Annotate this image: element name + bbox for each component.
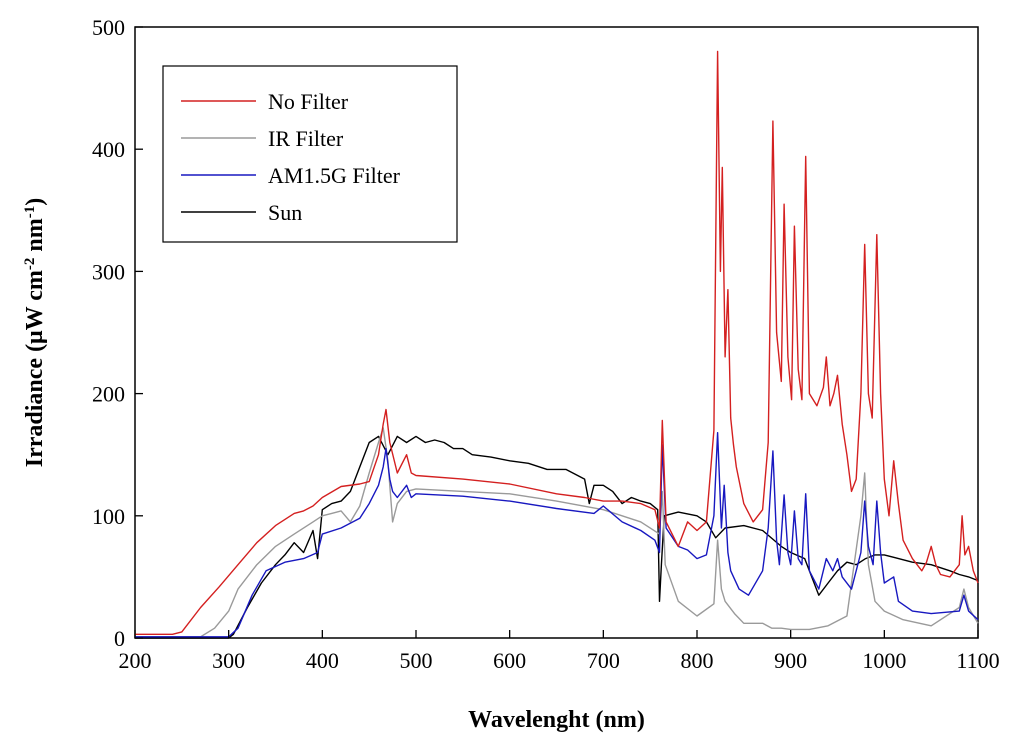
- x-tick-label-0: 200: [119, 648, 152, 673]
- y-tick-label-4: 400: [92, 137, 125, 162]
- legend-box: [162, 65, 458, 243]
- plot-area: [134, 26, 979, 639]
- series-line-am1-5g-filter: [135, 432, 979, 638]
- y-axis-title: Irradiance (μW cm-2 nm-1): [22, 198, 48, 467]
- x-tick-label-5: 700: [587, 648, 620, 673]
- y-title-part-5: -1: [22, 206, 38, 219]
- y-title-part-1: μ: [22, 330, 48, 344]
- series-layer: [135, 50, 979, 639]
- x-tick-label-8: 1000: [862, 648, 906, 673]
- y-tick-label-2: 200: [92, 382, 125, 407]
- x-tick-label-1: 300: [212, 648, 245, 673]
- series-line-no-filter: [135, 50, 979, 635]
- x-tick-label-4: 600: [493, 648, 526, 673]
- y-tick-label-5: 500: [92, 15, 125, 40]
- legend-label-1: IR Filter: [268, 126, 344, 151]
- series-line-sun: [135, 435, 979, 639]
- axis-ticks: 200 300 400 500 600 700 800 900 1000 1100 0 100 200 3…: [92, 15, 1000, 673]
- series-line-ir-filter: [135, 427, 979, 638]
- y-title-part-4: nm: [22, 218, 48, 257]
- y-tick-label-0: 0: [114, 626, 125, 651]
- legend-label-3: Sun: [268, 200, 302, 225]
- x-tick-label-7: 900: [774, 648, 807, 673]
- x-tick-label-3: 500: [400, 648, 433, 673]
- legend-label-0: No Filter: [268, 89, 349, 114]
- y-title-part-6: ): [22, 198, 48, 206]
- x-tick-label-2: 400: [306, 648, 339, 673]
- y-title-part-2: W cm: [22, 270, 48, 330]
- x-axis-title: Wavelenght (nm): [468, 707, 645, 733]
- y-title-part-3: -2: [22, 258, 38, 271]
- x-tick-label-6: 800: [681, 648, 714, 673]
- x-tick-label-9: 1100: [956, 648, 999, 673]
- y-tick-label-3: 300: [92, 259, 125, 284]
- y-title-part-0: Irradiance (: [22, 344, 48, 467]
- legend: No Filter IR Filter AM1.5G Filter Sun: [162, 65, 458, 243]
- legend-label-2: AM1.5G Filter: [268, 163, 401, 188]
- y-tick-label-1: 100: [92, 504, 125, 529]
